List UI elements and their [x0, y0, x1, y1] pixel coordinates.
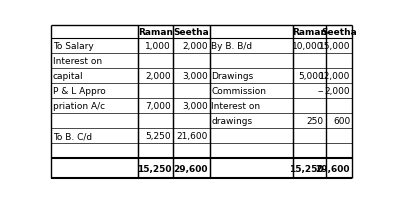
- Text: priation A/c: priation A/c: [53, 102, 105, 110]
- Text: --: --: [318, 87, 324, 96]
- Text: 29,600: 29,600: [316, 164, 350, 173]
- Text: 21,600: 21,600: [176, 132, 208, 140]
- Text: 3,000: 3,000: [182, 102, 208, 110]
- Text: Raman: Raman: [292, 28, 327, 37]
- Text: 5,250: 5,250: [145, 132, 171, 140]
- Text: 2,000: 2,000: [182, 42, 208, 51]
- Text: drawings: drawings: [211, 117, 253, 125]
- Text: By B. B/d: By B. B/d: [211, 42, 253, 51]
- Text: 250: 250: [307, 117, 324, 125]
- Text: 15,250: 15,250: [137, 164, 171, 173]
- Text: P & L Appro: P & L Appro: [53, 87, 105, 96]
- Text: 1,000: 1,000: [145, 42, 171, 51]
- Text: 600: 600: [333, 117, 350, 125]
- Text: Drawings: Drawings: [211, 72, 254, 81]
- Text: Interest on: Interest on: [211, 102, 261, 110]
- Text: To B. C/d: To B. C/d: [53, 132, 92, 140]
- Text: 15,250: 15,250: [289, 164, 324, 173]
- Text: Seetha: Seetha: [321, 28, 357, 37]
- Text: 2,000: 2,000: [145, 72, 171, 81]
- Text: 7,000: 7,000: [145, 102, 171, 110]
- Text: To Salary: To Salary: [53, 42, 94, 51]
- Text: 29,600: 29,600: [173, 164, 208, 173]
- Text: 10,000: 10,000: [292, 42, 324, 51]
- Text: capital: capital: [53, 72, 83, 81]
- Text: 2,000: 2,000: [325, 87, 350, 96]
- Text: 15,000: 15,000: [319, 42, 350, 51]
- Text: 5,000: 5,000: [298, 72, 324, 81]
- Text: Commission: Commission: [211, 87, 266, 96]
- Text: Interest on: Interest on: [53, 57, 102, 66]
- Text: Raman: Raman: [138, 28, 173, 37]
- Text: 12,000: 12,000: [319, 72, 350, 81]
- Text: 3,000: 3,000: [182, 72, 208, 81]
- Text: Seetha: Seetha: [173, 28, 209, 37]
